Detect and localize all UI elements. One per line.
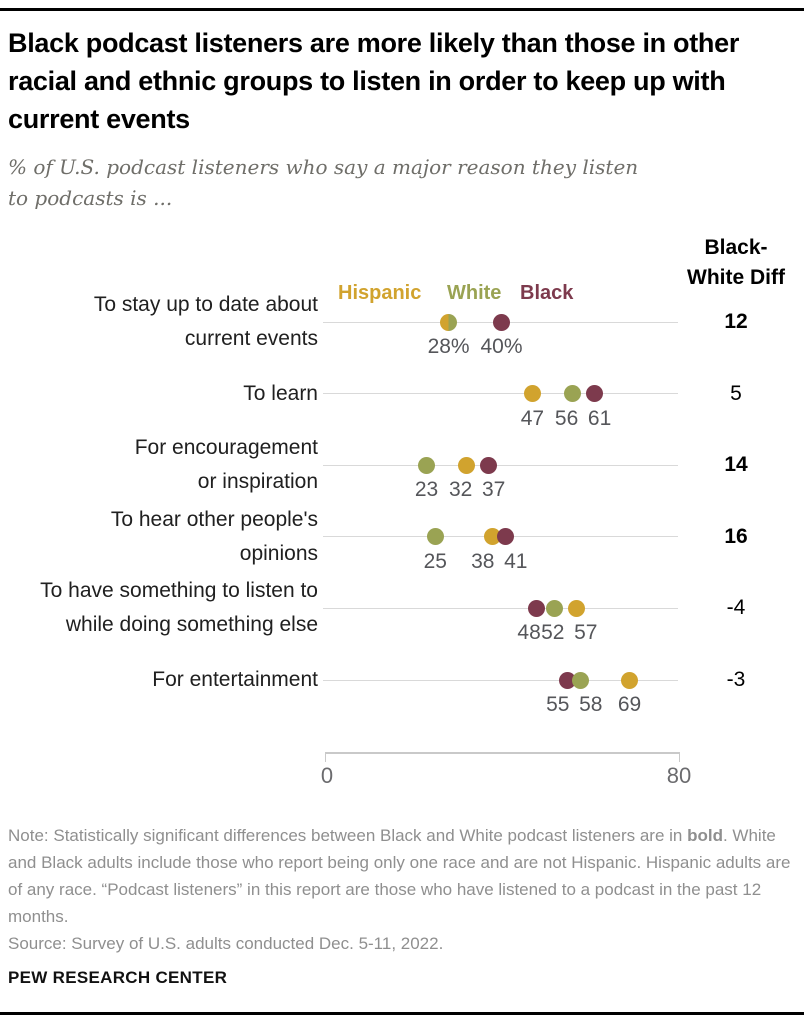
chart-title: Black podcast listeners are more likely … <box>8 28 740 134</box>
category-label: To have something to listen to while doin… <box>0 574 318 642</box>
value-label: 55 <box>546 693 570 716</box>
dot-black <box>528 599 546 617</box>
category-label-line: To learn <box>243 381 318 405</box>
value-label: 58 <box>579 693 603 716</box>
dot-hispanic <box>523 385 541 403</box>
x-axis-tick-min: 0 <box>320 763 334 788</box>
note-text: Note: Statistically significant differen… <box>8 822 802 930</box>
value-label: 32 <box>449 478 473 502</box>
category-label-line: To have something to listen to <box>40 579 318 603</box>
category-label: For encouragement or inspiration <box>0 431 318 499</box>
dot-hispanic-white-overlap <box>440 313 458 331</box>
note-bold-word: bold <box>687 826 723 845</box>
source-text: Source: Survey of U.S. adults conducted … <box>8 934 444 953</box>
category-label: To learn <box>0 377 318 411</box>
dot-hispanic <box>621 671 638 689</box>
value-label: 37 <box>482 478 506 502</box>
chart-subtitle: % of U.S. podcast listeners who say a ma… <box>8 155 639 210</box>
value-label: 69 <box>617 693 642 716</box>
category-label-line: or inspiration <box>197 470 318 494</box>
dot-white <box>563 385 581 403</box>
dot-black <box>493 313 510 331</box>
note-part1: Note: Statistically significant differen… <box>8 826 688 845</box>
value-label: 25 <box>423 549 447 573</box>
value-label: 52 <box>541 621 565 645</box>
row-gridline <box>323 607 678 609</box>
legend-white-label: White <box>447 282 502 304</box>
dot-white <box>546 599 563 617</box>
dot-black <box>585 385 603 403</box>
dot-black <box>479 456 497 474</box>
diff-value: 16 <box>724 524 748 548</box>
diff-header-line1: Black- <box>704 236 768 259</box>
diff-value: -3 <box>726 668 746 691</box>
value-label: 23 <box>414 478 439 502</box>
category-label: For entertainment <box>0 663 318 697</box>
dot-black <box>559 671 577 689</box>
bottom-rule <box>0 1012 804 1015</box>
diff-value: 12 <box>724 310 748 333</box>
diff-value: -4 <box>726 596 746 620</box>
diff-value: 14 <box>724 453 748 477</box>
dot-white <box>418 456 435 474</box>
diff-column-header: Black- White Diff <box>677 233 795 293</box>
category-label: To stay up to date about current events <box>0 288 318 356</box>
row-gridline <box>323 393 678 395</box>
diff-value: 5 <box>730 381 742 405</box>
row-gridline <box>323 679 678 681</box>
legend-hispanic-label: Hispanic <box>338 282 422 304</box>
value-label: 57 <box>574 621 598 645</box>
dot-white <box>426 528 444 546</box>
x-axis <box>325 752 680 762</box>
category-label-line: To stay up to date about <box>93 293 318 316</box>
note-part2: . White and Black adults include those w… <box>8 826 791 926</box>
x-axis-tick-max: 80 <box>666 763 692 788</box>
value-label: 56 <box>554 406 579 430</box>
dot-white <box>572 671 590 689</box>
category-label-line: For entertainment <box>152 668 318 691</box>
value-label: 40% <box>480 335 523 358</box>
row-gridline <box>323 464 678 466</box>
dot-hispanic <box>484 528 502 546</box>
plot-area: To stay up to date about current events 28… <box>0 288 748 716</box>
notes-block: Note: Statistically significant differen… <box>8 822 802 957</box>
top-rule <box>0 8 804 11</box>
pew-research-center-wordmark: PEW RESEARCH CENTER <box>8 968 228 987</box>
legend-black-label: Black <box>520 282 574 304</box>
value-label: 28% <box>427 335 470 358</box>
category-label-line: To hear other people's <box>110 507 318 531</box>
value-label: 41 <box>504 549 528 573</box>
category-label-line: opinions <box>239 541 318 565</box>
dot-black <box>497 528 515 546</box>
dot-hispanic <box>457 456 475 474</box>
category-label-line: while doing something else <box>65 613 318 637</box>
value-label: 47 <box>520 406 545 430</box>
value-label: 61 <box>587 406 612 430</box>
category-label-line: For encouragement <box>134 436 318 460</box>
value-label: 38 <box>471 549 495 573</box>
value-label: 48 <box>517 621 541 645</box>
category-label-line: current events <box>184 327 318 350</box>
diff-header-line2: White Diff <box>687 266 785 289</box>
category-label: To hear other people's opinions <box>0 503 318 571</box>
dot-hispanic <box>568 599 585 617</box>
